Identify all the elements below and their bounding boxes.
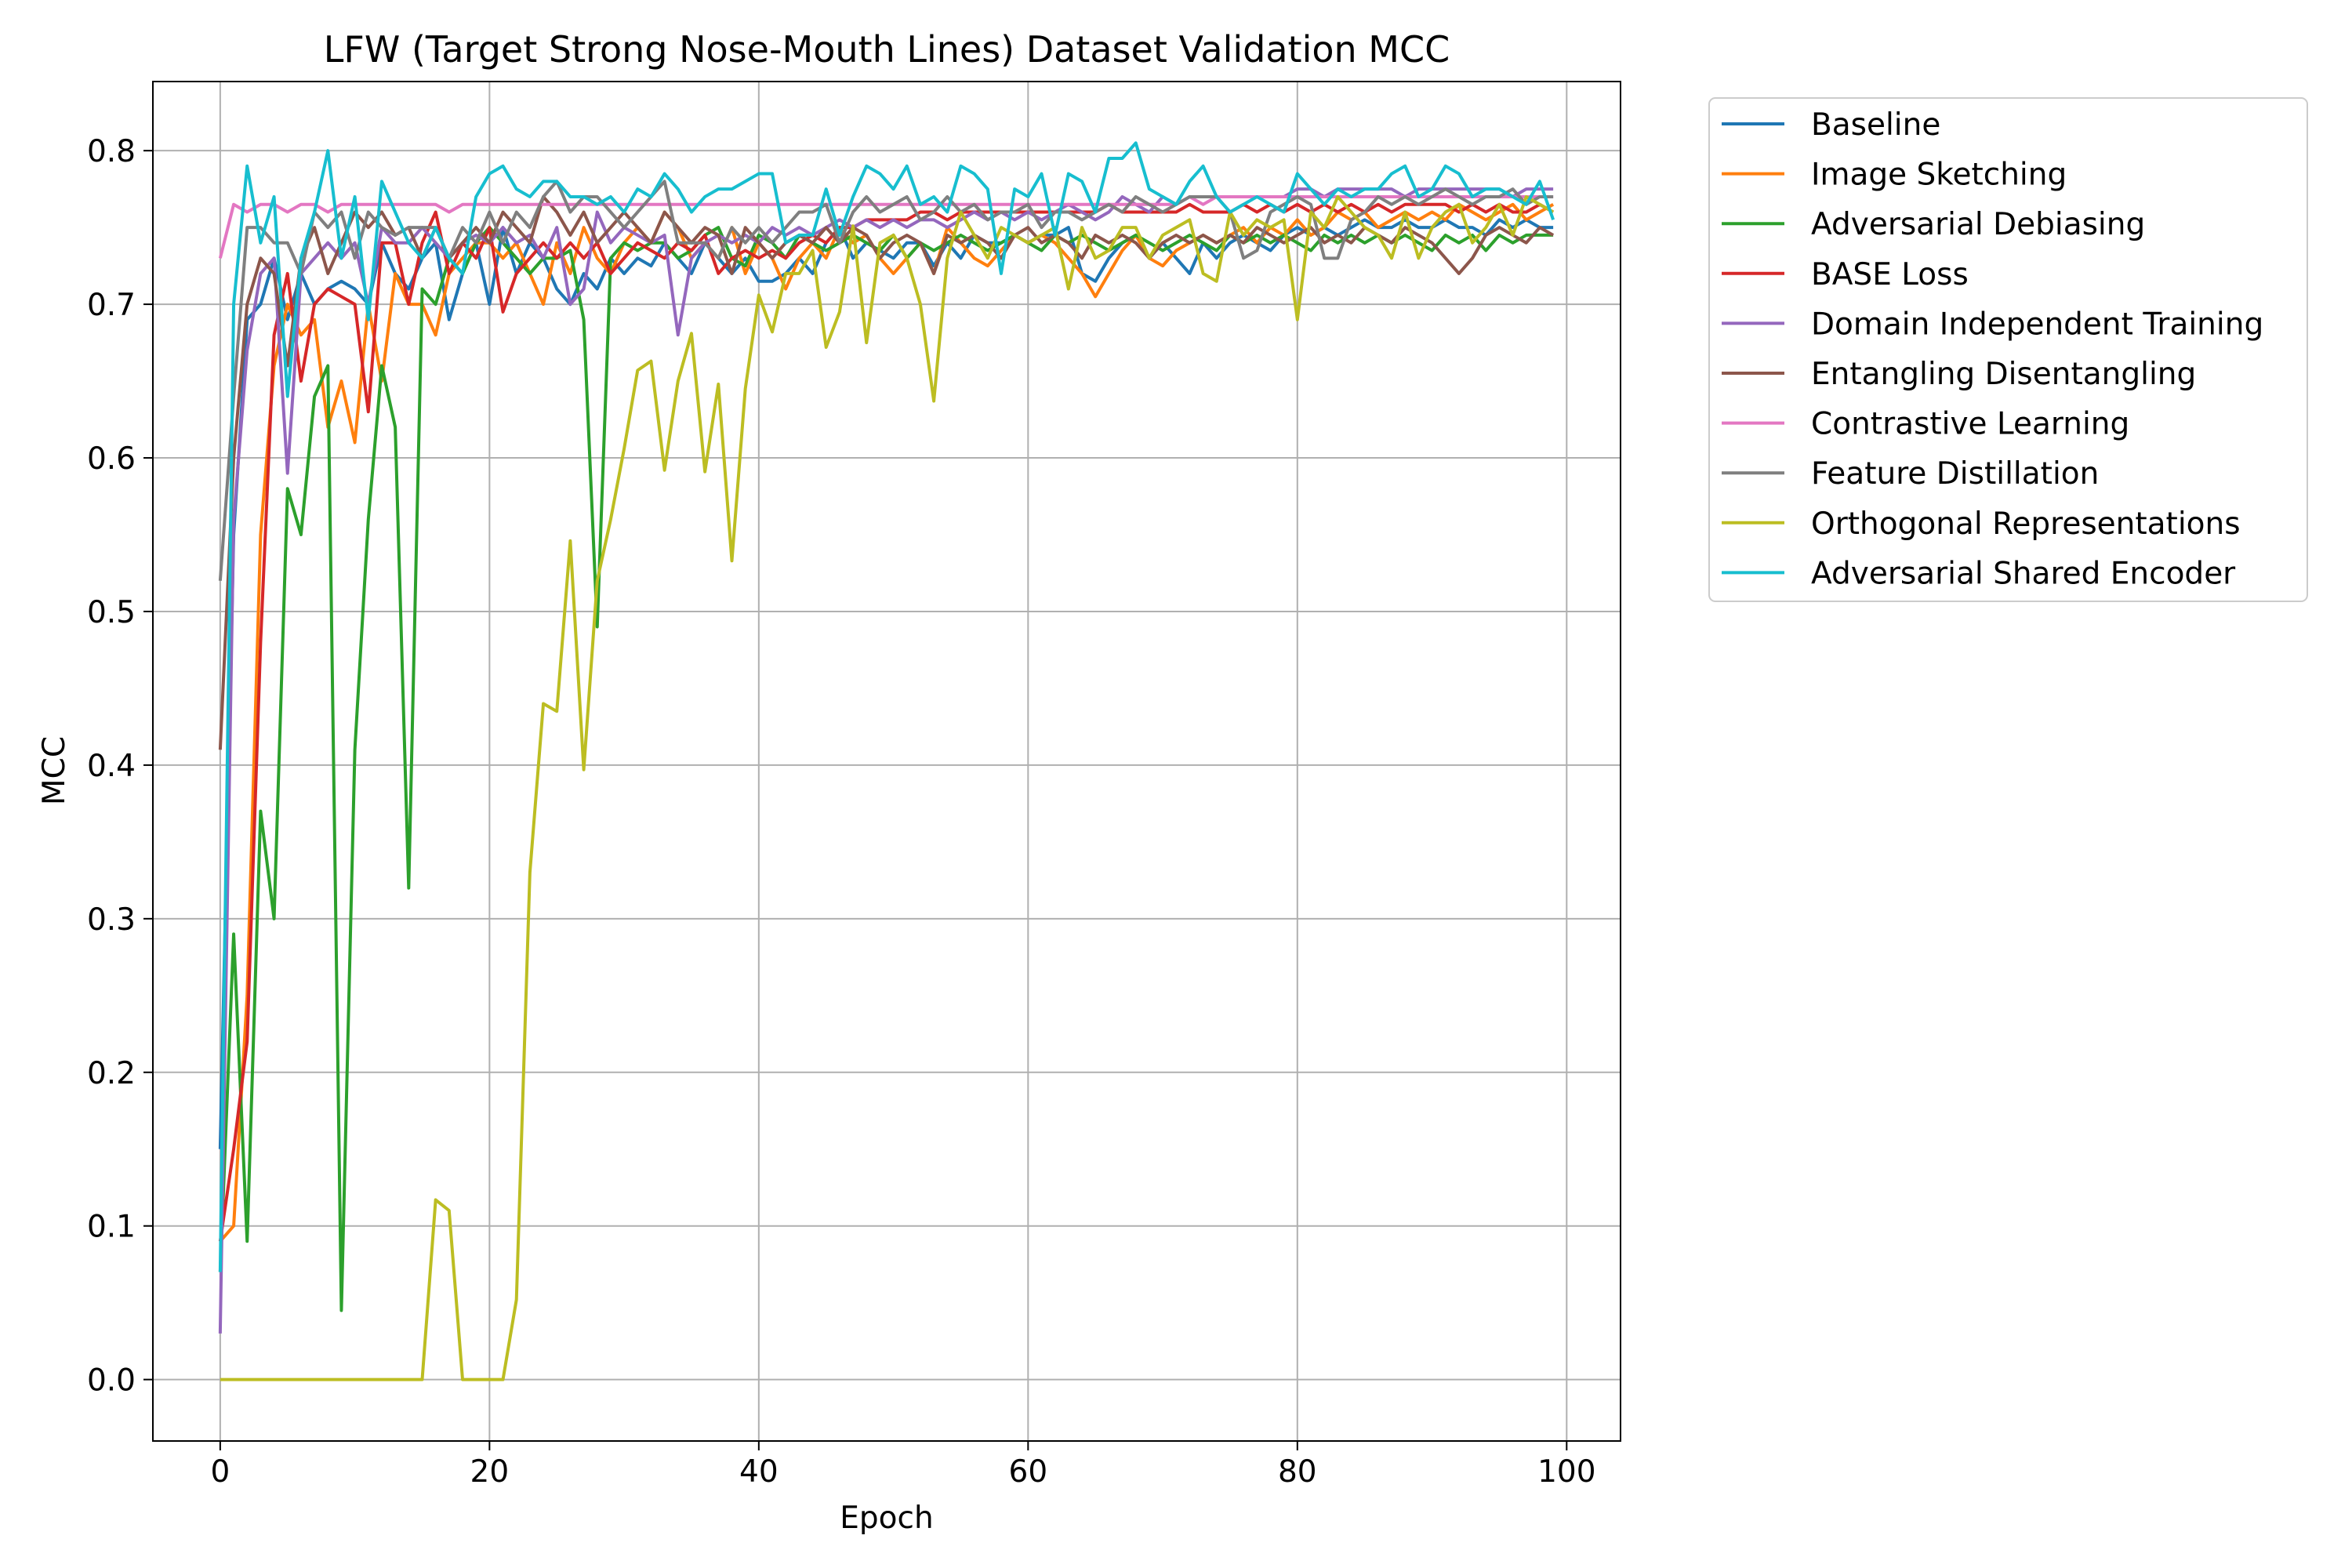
legend-label-0: Baseline bbox=[1811, 107, 1940, 143]
legend: Baseline Image Sketching Adversarial Debia… bbox=[1708, 97, 2308, 602]
legend-label-3: BASE Loss bbox=[1811, 257, 1969, 292]
y-tick-label-4: 0.4 bbox=[87, 749, 136, 784]
y-tick-label-0: 0.0 bbox=[87, 1363, 136, 1399]
y-tick-label-3: 0.3 bbox=[87, 902, 136, 938]
legend-label-1: Image Sketching bbox=[1811, 158, 2067, 193]
y-tick-label-7: 0.7 bbox=[87, 288, 136, 323]
series-line-image-sketching bbox=[219, 202, 1555, 1243]
x-tick-label-0: 0 bbox=[210, 1454, 230, 1490]
y-axis-label: MCC bbox=[37, 736, 72, 805]
series-line-orthogonal-representations bbox=[220, 194, 1555, 1381]
legend-label-5: Entangling Disentangling bbox=[1811, 357, 2196, 392]
legend-label-8: Orthogonal Representations bbox=[1811, 506, 2241, 542]
legend-label-7: Feature Distillation bbox=[1811, 456, 2099, 492]
series-group bbox=[218, 141, 1555, 1381]
legend-label-2: Adversarial Debiasing bbox=[1811, 207, 2145, 242]
y-tick-label-2: 0.2 bbox=[87, 1056, 136, 1091]
x-tick-label-3: 60 bbox=[1009, 1454, 1048, 1490]
y-tick-label-1: 0.1 bbox=[87, 1210, 136, 1245]
x-tick-label-5: 100 bbox=[1537, 1454, 1595, 1490]
x-axis-label: Epoch bbox=[840, 1501, 933, 1536]
legend-label-9: Adversarial Shared Encoder bbox=[1811, 556, 2236, 591]
legend-label-6: Contrastive Learning bbox=[1811, 407, 2129, 442]
axes-frame bbox=[152, 81, 1621, 1442]
y-tick-label-8: 0.8 bbox=[87, 134, 136, 169]
x-tick-label-4: 80 bbox=[1278, 1454, 1317, 1490]
y-tick-label-5: 0.5 bbox=[87, 595, 136, 630]
chart-title: LFW (Target Strong Nose-Mouth Lines) Dat… bbox=[324, 28, 1450, 71]
series-line-domain-independent-training bbox=[218, 187, 1554, 1334]
x-tick-label-2: 40 bbox=[739, 1454, 779, 1490]
x-tick-label-1: 20 bbox=[470, 1454, 510, 1490]
plot-area: 0 20 40 60 80 100 0.0 0.1 0.2 0.3 0.4 0.5 0.6 0.7 0.8 bbox=[87, 81, 1621, 1490]
legend-label-4: Domain Independent Training bbox=[1811, 307, 2263, 342]
series-line-adversarial-shared-encoder bbox=[218, 141, 1555, 1272]
legend-box bbox=[1708, 97, 2308, 602]
y-tick-label-6: 0.6 bbox=[87, 441, 136, 477]
